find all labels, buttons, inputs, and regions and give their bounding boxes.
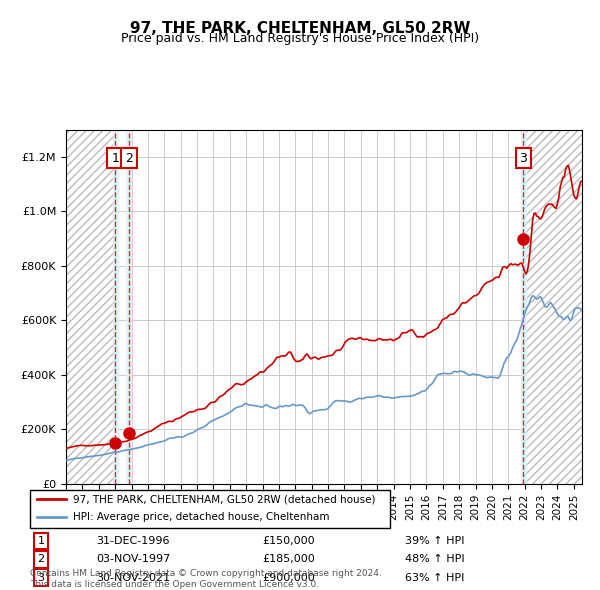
Text: 1: 1 bbox=[38, 536, 44, 546]
Text: 1: 1 bbox=[111, 152, 119, 165]
Text: 2: 2 bbox=[125, 152, 133, 165]
Text: 31-DEC-1996: 31-DEC-1996 bbox=[96, 536, 170, 546]
Text: 30-NOV-2021: 30-NOV-2021 bbox=[96, 573, 170, 582]
Text: 2: 2 bbox=[37, 555, 44, 564]
Bar bbox=[66, 130, 115, 484]
Text: 97, THE PARK, CHELTENHAM, GL50 2RW: 97, THE PARK, CHELTENHAM, GL50 2RW bbox=[130, 21, 470, 35]
Bar bbox=[113, 130, 118, 484]
Text: £150,000: £150,000 bbox=[262, 536, 314, 546]
Text: £900,000: £900,000 bbox=[262, 573, 314, 582]
Bar bbox=[66, 130, 115, 484]
Text: Price paid vs. HM Land Registry's House Price Index (HPI): Price paid vs. HM Land Registry's House … bbox=[121, 32, 479, 45]
Text: £185,000: £185,000 bbox=[262, 555, 314, 564]
Text: 39% ↑ HPI: 39% ↑ HPI bbox=[406, 536, 465, 546]
Text: HPI: Average price, detached house, Cheltenham: HPI: Average price, detached house, Chel… bbox=[73, 512, 330, 522]
Text: Contains HM Land Registry data © Crown copyright and database right 2024.
This d: Contains HM Land Registry data © Crown c… bbox=[30, 569, 382, 589]
Bar bbox=[523, 130, 582, 484]
Text: 97, THE PARK, CHELTENHAM, GL50 2RW (detached house): 97, THE PARK, CHELTENHAM, GL50 2RW (deta… bbox=[73, 494, 376, 504]
Bar bbox=[127, 130, 131, 484]
Bar bbox=[523, 130, 582, 484]
Text: 63% ↑ HPI: 63% ↑ HPI bbox=[406, 573, 465, 582]
Text: 48% ↑ HPI: 48% ↑ HPI bbox=[406, 555, 465, 564]
Text: 3: 3 bbox=[38, 573, 44, 582]
Bar bbox=[521, 130, 526, 484]
FancyBboxPatch shape bbox=[30, 490, 390, 528]
Text: 3: 3 bbox=[519, 152, 527, 165]
Text: 03-NOV-1997: 03-NOV-1997 bbox=[96, 555, 170, 564]
